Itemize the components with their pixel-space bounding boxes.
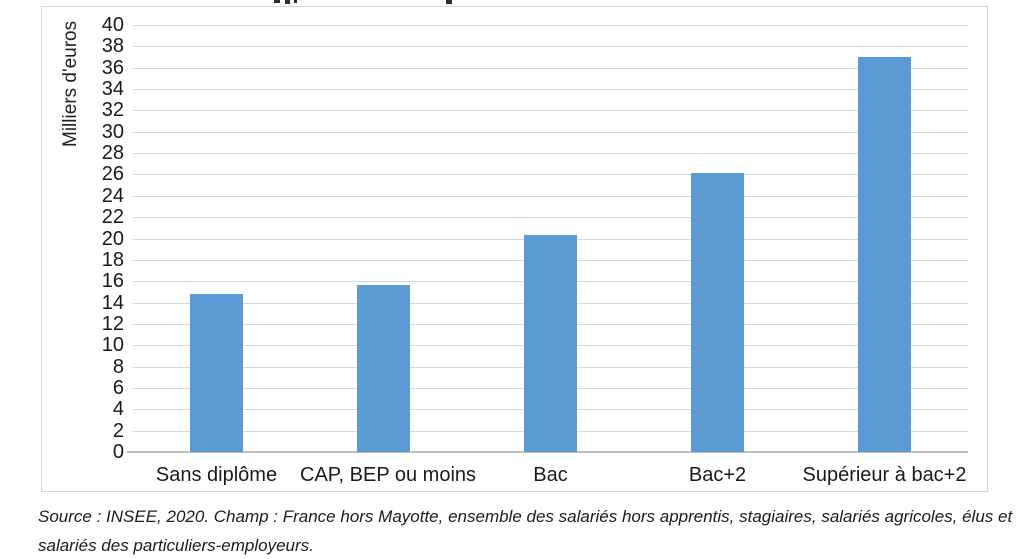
source-note: Source : INSEE, 2020. Champ : France hor… bbox=[38, 502, 1018, 559]
y-tick-label: 24 bbox=[101, 184, 124, 207]
y-tick-label: 30 bbox=[101, 120, 124, 143]
title-descender-mark bbox=[285, 0, 290, 4]
y-tick-label: 10 bbox=[101, 334, 124, 357]
y-tick-label: 26 bbox=[101, 163, 124, 186]
y-tick-label: 28 bbox=[101, 142, 124, 165]
y-tick-label: 36 bbox=[101, 56, 124, 79]
x-category-label: Sans diplôme bbox=[155, 464, 278, 486]
bar-2 bbox=[357, 285, 410, 452]
bar-3 bbox=[524, 235, 577, 452]
y-tick-label: 16 bbox=[101, 270, 124, 293]
title-descender-mark bbox=[294, 0, 297, 3]
y-tick-label: 8 bbox=[112, 355, 124, 378]
gridline bbox=[133, 110, 968, 112]
bar-4 bbox=[691, 173, 744, 452]
source-note-line2: salariés des particuliers-employeurs. bbox=[38, 536, 314, 555]
y-tick-label: 22 bbox=[101, 206, 124, 229]
gridline bbox=[133, 174, 968, 176]
y-tick-label: 14 bbox=[101, 291, 124, 314]
gridline bbox=[133, 89, 968, 91]
x-category-label: Supérieur à bac+2 bbox=[802, 464, 967, 486]
x-category-label: Bac bbox=[533, 464, 568, 486]
gridline bbox=[133, 217, 968, 219]
bar-chart: Milliers d'euros 0 2 4 6 8 10 12 14 16 18 20 22 24 26… bbox=[41, 6, 988, 492]
gridline bbox=[133, 195, 968, 197]
bar-1 bbox=[190, 294, 243, 452]
y-tick-label: 32 bbox=[101, 99, 124, 122]
y-tick-label: 0 bbox=[112, 441, 124, 463]
plot-area: 0 2 4 6 8 10 12 14 16 18 20 22 24 26 28 30 32 34 36 38 40 San… bbox=[102, 15, 968, 486]
y-tick-label: 38 bbox=[101, 35, 124, 58]
y-tick-label: 34 bbox=[101, 78, 124, 101]
gridline bbox=[133, 67, 968, 69]
y-tick-label: 12 bbox=[101, 312, 124, 335]
y-tick-label: 6 bbox=[112, 376, 124, 399]
x-category-label: CAP, BEP ou moins bbox=[300, 464, 477, 486]
x-category-label: Bac+2 bbox=[688, 464, 747, 486]
bar-5 bbox=[858, 57, 911, 452]
source-note-line1: Source : INSEE, 2020. Champ : France hor… bbox=[38, 507, 1013, 526]
y-tick-label: 20 bbox=[101, 227, 124, 250]
y-tick-label: 40 bbox=[101, 14, 124, 36]
gridline bbox=[133, 46, 968, 48]
title-descender-mark bbox=[446, 0, 452, 4]
x-axis-line bbox=[127, 451, 968, 453]
y-tick-label: 2 bbox=[112, 419, 124, 442]
title-descender-mark bbox=[274, 0, 280, 3]
gridline bbox=[133, 153, 968, 155]
gridline bbox=[133, 131, 968, 133]
gridline bbox=[133, 25, 968, 26]
y-tick-label: 4 bbox=[112, 398, 124, 421]
y-tick-label: 18 bbox=[101, 248, 124, 271]
